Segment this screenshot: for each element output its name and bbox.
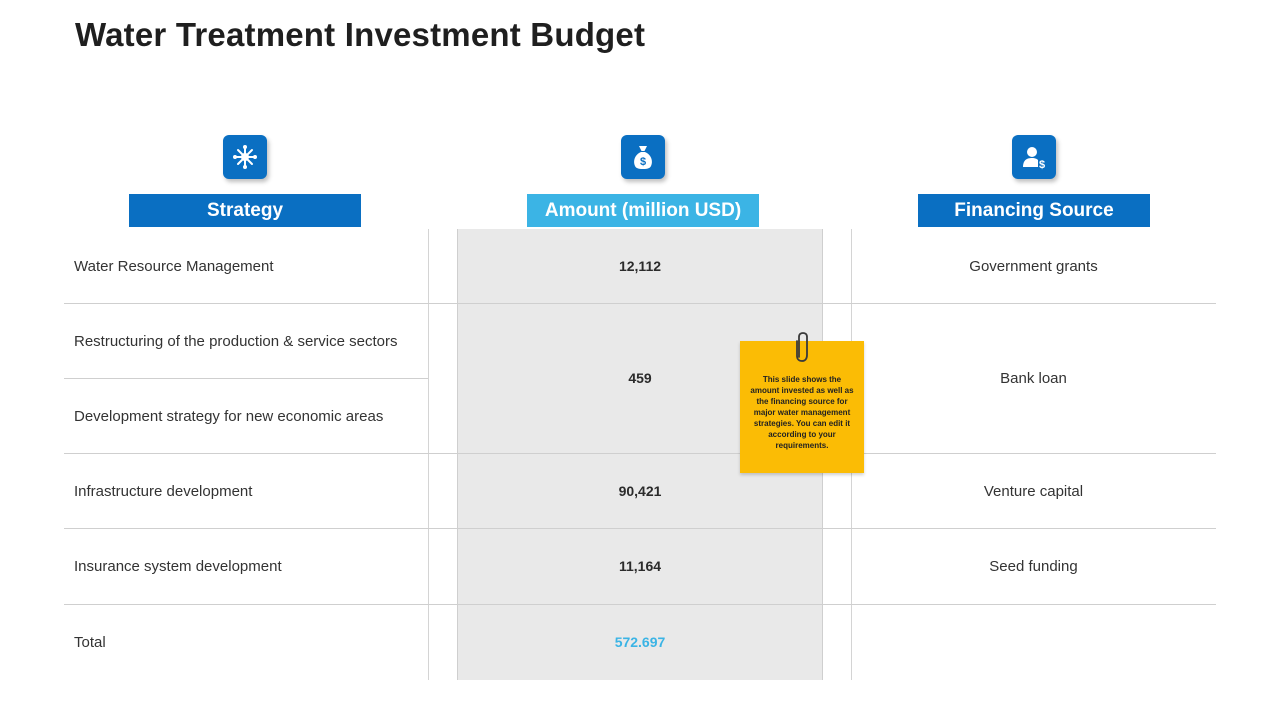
network-snowflake-icon <box>233 145 257 169</box>
strategy-cell: Water Resource Management <box>74 258 274 275</box>
paperclip-icon <box>796 332 808 362</box>
strategy-cell: Insurance system development <box>74 558 282 575</box>
strategy-cell: Restructuring of the production & servic… <box>74 333 398 350</box>
total-amount: 572.697 <box>614 634 666 650</box>
financing-source-cell: Venture capital <box>983 483 1084 500</box>
amount-cell: 459 <box>628 370 652 386</box>
strategy-cell: Infrastructure development <box>74 483 253 500</box>
page-title: Water Treatment Investment Budget <box>75 16 646 53</box>
svg-text:$: $ <box>1039 159 1045 170</box>
row-divider <box>64 453 1216 454</box>
sticky-note-text: This slide shows the amount invested as … <box>750 375 854 450</box>
strategy-cell: Development strategy for new economic ar… <box>74 408 384 425</box>
financing-source-cell: Government grants <box>969 258 1098 275</box>
financing-source-header: Financing Source <box>918 194 1150 227</box>
strategy-header-icon <box>223 135 267 179</box>
row-divider <box>64 303 1216 304</box>
amount-cell: 11,164 <box>618 558 662 574</box>
person-dollar-icon: $ <box>1023 147 1045 170</box>
money-bag-icon: $ <box>634 146 652 169</box>
financing-header-icon: $ <box>1012 135 1056 179</box>
amount-cell: 90,421 <box>618 483 662 499</box>
row-divider <box>64 378 428 379</box>
amount-cell: 12,112 <box>618 258 662 274</box>
svg-text:$: $ <box>640 156 646 168</box>
row-divider <box>64 604 1216 605</box>
amount-header-icon: $ <box>621 135 665 179</box>
financing-source-cell: Seed funding <box>989 558 1078 575</box>
column-divider <box>428 229 429 680</box>
total-label: Total <box>74 634 106 651</box>
amount-header: Amount (million USD) <box>527 194 759 227</box>
strategy-header: Strategy <box>129 194 361 227</box>
financing-source-cell: Bank loan <box>1000 370 1067 387</box>
row-divider <box>64 528 1216 529</box>
sticky-note[interactable]: This slide shows the amount invested as … <box>740 341 864 473</box>
